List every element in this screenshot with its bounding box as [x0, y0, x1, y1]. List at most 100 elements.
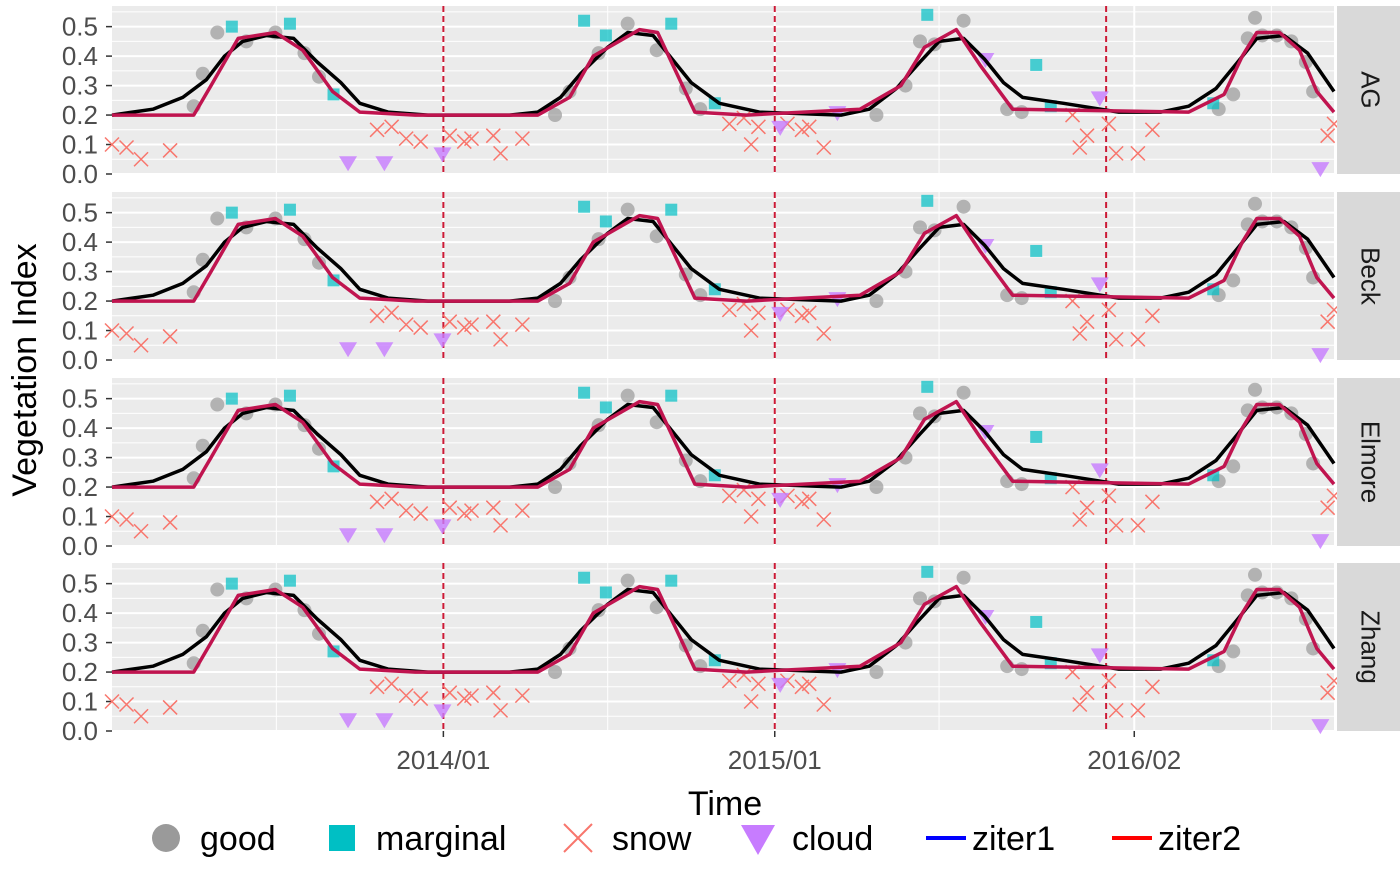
point-snow — [162, 328, 178, 344]
y-tick-label: 0.3 — [62, 628, 98, 658]
point-snow — [104, 136, 120, 153]
point-cloud — [339, 713, 358, 729]
point-cloud — [433, 519, 452, 535]
point-snow — [384, 491, 400, 507]
point-snow — [493, 331, 509, 347]
point-cloud — [1311, 719, 1330, 735]
point-snow — [750, 119, 766, 135]
point-snow — [104, 693, 120, 710]
point-cloud — [771, 120, 790, 136]
y-tick-label: 0.4 — [62, 598, 98, 628]
point-marginal — [1030, 615, 1043, 628]
legend-symbol-triangle — [741, 825, 775, 855]
point-snow — [104, 322, 120, 339]
point-snow — [1108, 331, 1124, 347]
legend-item-snow: snow — [563, 820, 692, 858]
point-marginal — [578, 14, 591, 27]
point-snow — [1144, 494, 1160, 510]
facet-strip — [1337, 563, 1400, 731]
point-snow — [133, 151, 149, 167]
facet-label: Beck — [1356, 247, 1386, 306]
y-tick-label: 0.0 — [62, 531, 98, 561]
point-snow — [816, 325, 832, 342]
point-good — [869, 665, 884, 680]
point-snow — [493, 145, 509, 161]
point-snow — [485, 500, 501, 516]
legend-symbol-cross — [563, 823, 593, 853]
point-snow — [1320, 685, 1336, 701]
point-snow — [721, 673, 737, 689]
point-marginal — [921, 8, 934, 21]
point-cloud — [771, 492, 790, 508]
point-snow — [1072, 696, 1088, 713]
y-tick-label: 0.3 — [62, 71, 98, 101]
point-snow — [493, 702, 509, 718]
point-good — [913, 220, 928, 235]
point-marginal — [921, 194, 934, 207]
point-good — [956, 385, 971, 400]
point-snow — [816, 511, 832, 528]
point-snow — [369, 494, 385, 510]
point-snow — [463, 317, 480, 333]
y-tick-label: 0.5 — [62, 12, 98, 42]
point-snow — [118, 696, 135, 713]
point-marginal — [599, 586, 612, 599]
point-cloud — [339, 156, 358, 172]
point-snow — [1079, 500, 1095, 516]
point-snow — [369, 679, 385, 695]
point-snow — [1320, 500, 1336, 516]
fitted-curve-crimson — [112, 584, 1336, 674]
point-snow — [1144, 122, 1160, 138]
fitted-curve-crimson — [112, 27, 1336, 117]
legend-item-cloud: cloud — [741, 820, 873, 858]
point-snow — [442, 685, 458, 701]
point-snow — [514, 317, 530, 333]
y-tick-label: 0.2 — [62, 472, 98, 502]
y-tick-label: 0.3 — [62, 257, 98, 287]
point-marginal — [283, 574, 296, 587]
legend-label: ziter2 — [1158, 820, 1241, 858]
y-tick-label: 0.2 — [62, 286, 98, 316]
point-cloud — [771, 306, 790, 322]
x-tick-label: 2015/01 — [728, 745, 822, 775]
point-snow — [743, 136, 759, 153]
point-snow — [1101, 302, 1117, 318]
point-snow — [1072, 139, 1088, 156]
panel-background — [112, 378, 1334, 546]
panel-background — [112, 563, 1334, 731]
point-snow — [162, 142, 178, 158]
legend-item-good: good — [152, 820, 276, 858]
point-marginal — [665, 17, 678, 30]
point-good — [1248, 382, 1263, 397]
point-marginal — [578, 571, 591, 584]
point-snow — [1108, 145, 1124, 161]
point-snow — [463, 131, 480, 147]
panel-background — [112, 192, 1334, 360]
point-snow — [384, 119, 400, 135]
point-cloud — [433, 704, 452, 720]
point-snow — [1101, 116, 1117, 132]
point-good — [1014, 291, 1029, 306]
x-tick-label: 2016/02 — [1087, 745, 1181, 775]
point-snow — [413, 320, 429, 336]
point-good — [548, 108, 563, 123]
point-snow — [463, 503, 480, 519]
point-snow — [398, 503, 414, 519]
point-good — [913, 591, 928, 606]
point-marginal — [599, 215, 612, 228]
point-marginal — [665, 389, 678, 402]
point-marginal — [921, 565, 934, 578]
point-good — [1226, 87, 1241, 102]
point-marginal — [921, 380, 934, 393]
point-snow — [750, 305, 766, 321]
y-tick-label: 0.3 — [62, 443, 98, 473]
facet-label: Zhang — [1356, 610, 1386, 684]
point-marginal — [225, 392, 238, 405]
point-good — [210, 397, 225, 412]
point-snow — [801, 119, 817, 135]
point-snow — [816, 139, 832, 156]
point-marginal — [283, 389, 296, 402]
point-snow — [1144, 679, 1160, 695]
legend: good marginal snow cloud ziter1 ziter2 — [152, 820, 1241, 858]
y-tick-label: 0.0 — [62, 159, 98, 189]
